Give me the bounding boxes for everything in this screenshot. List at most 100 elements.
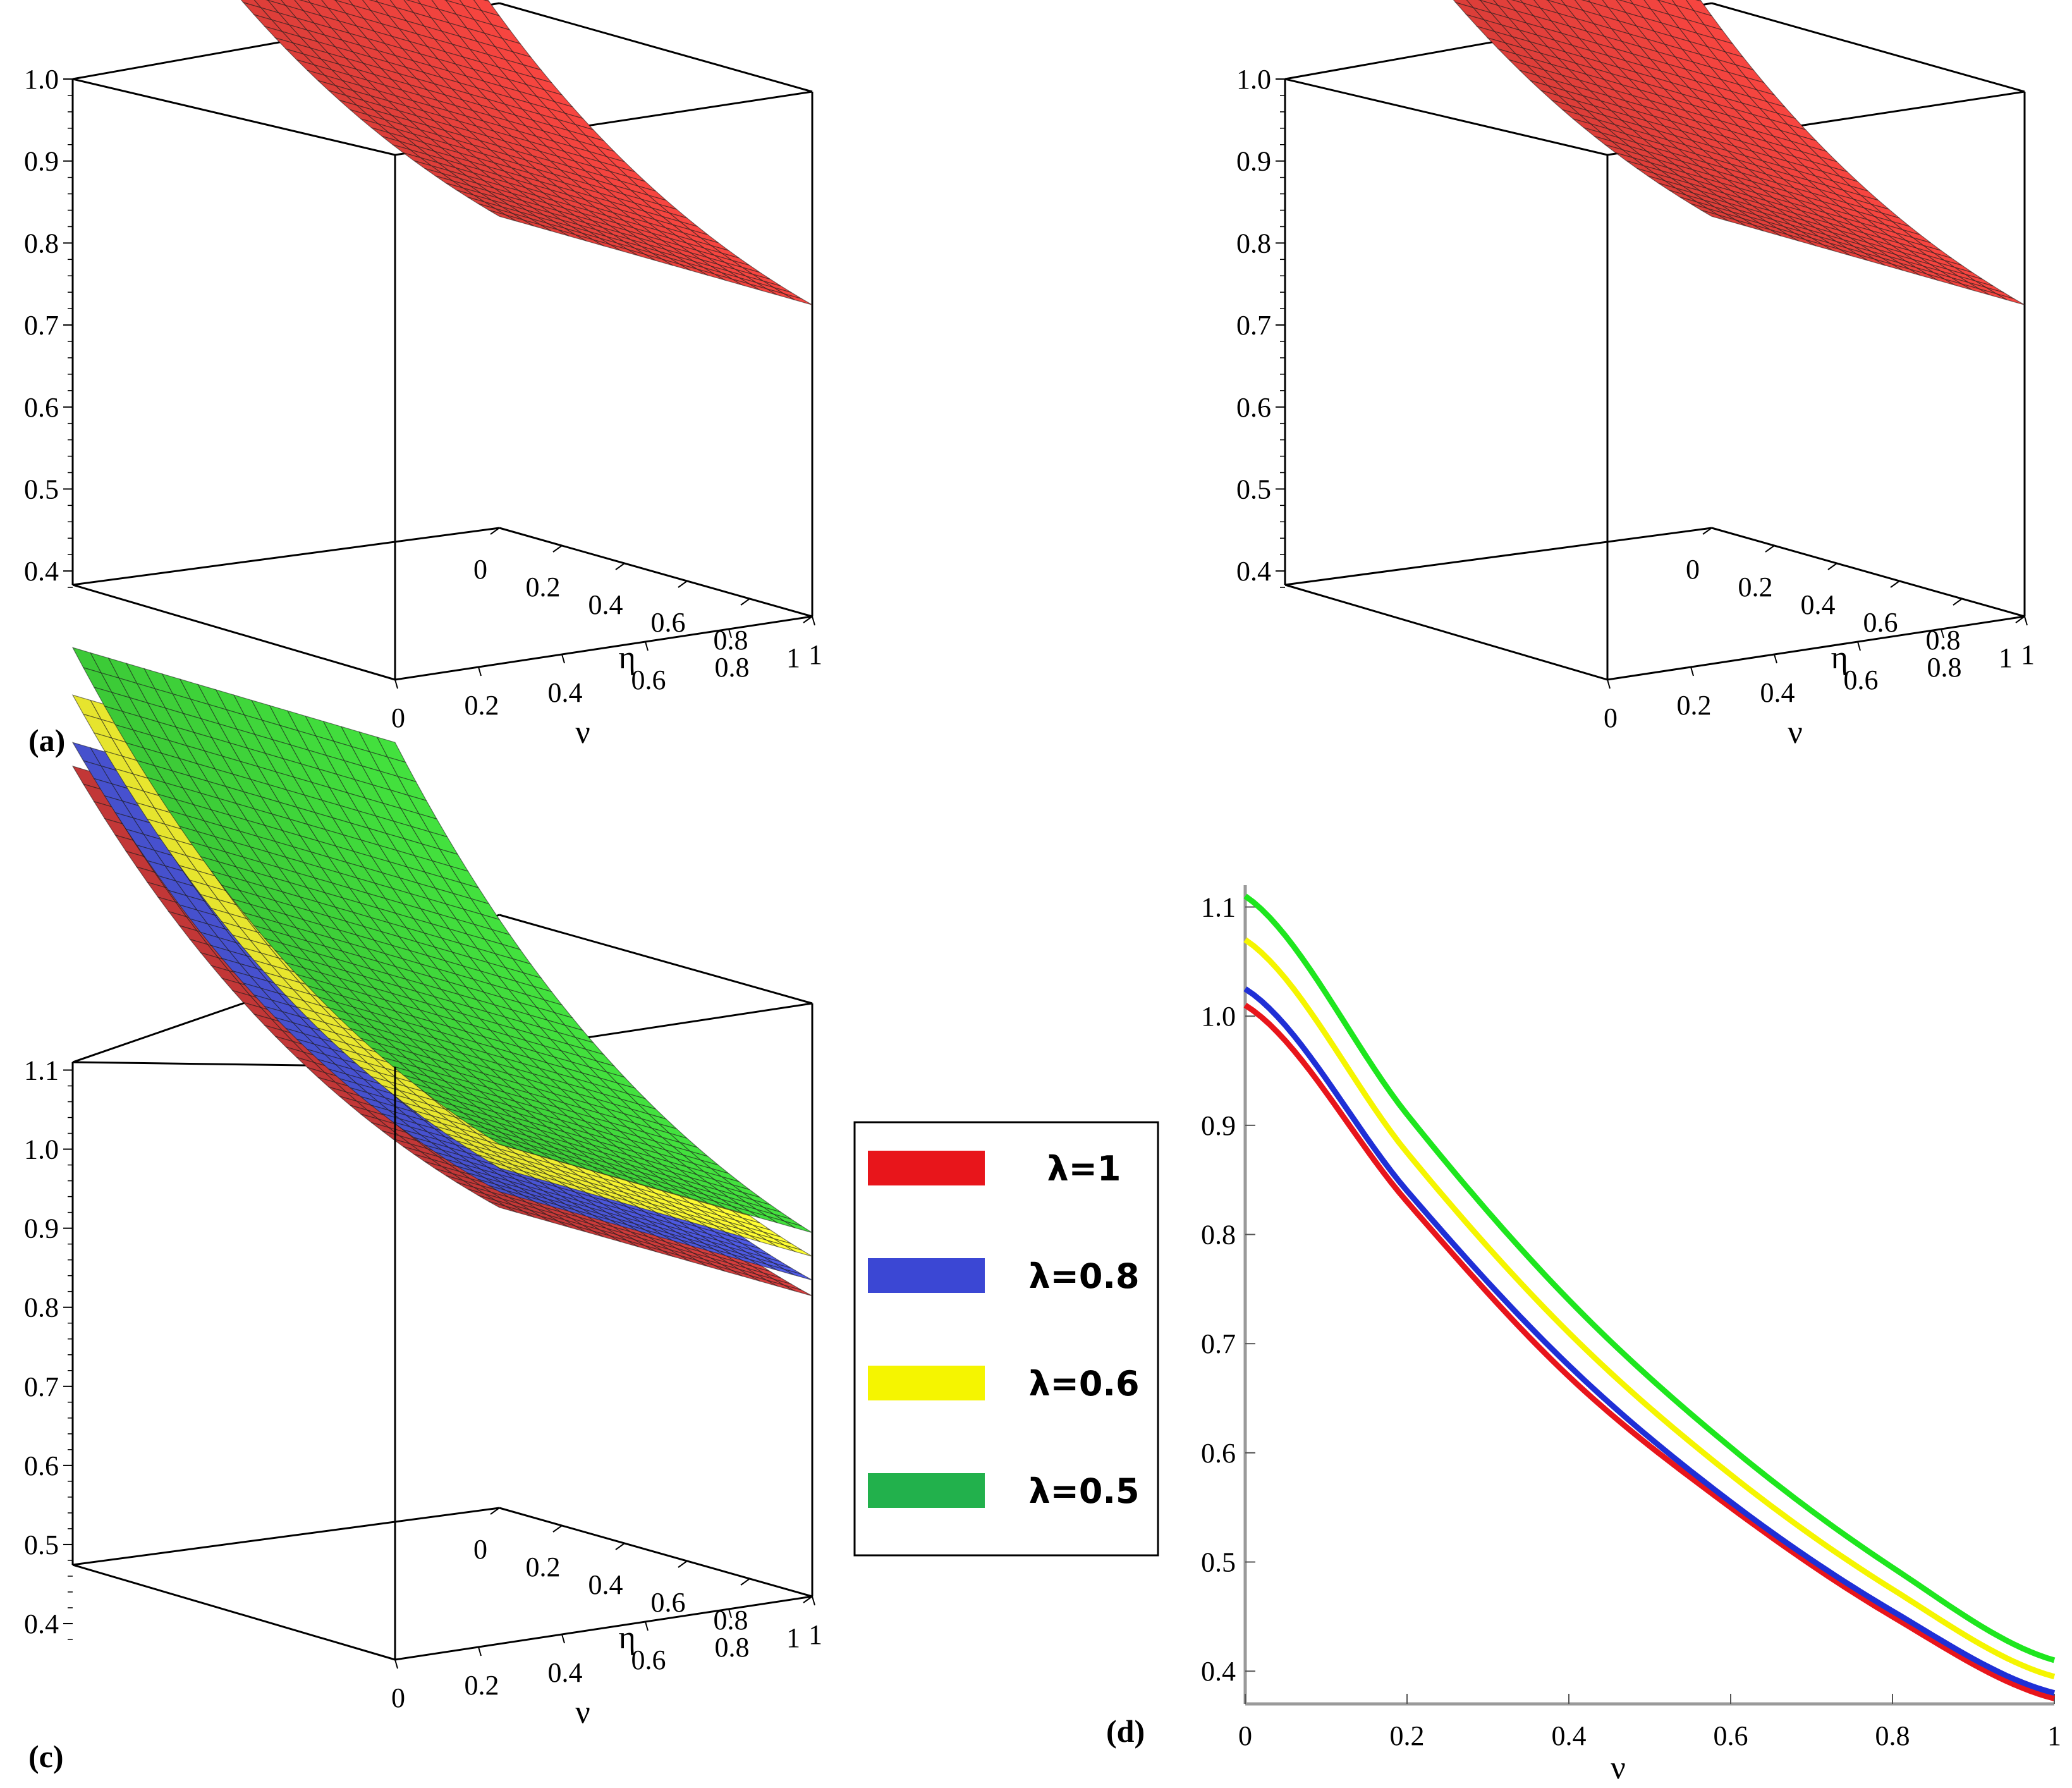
nu-tick-mark <box>728 628 732 639</box>
z-tick-label: 0.4 <box>1236 556 1271 587</box>
box-edge-floor-left <box>72 527 500 586</box>
panel-b-surface-plot: 0.4 0.5 0.6 0.7 0.8 0.9 1.0 0 0.2 0.4 0.6 0.8 1 1 0.8 0… <box>1236 0 2035 750</box>
eta-tick-mark <box>615 1543 625 1550</box>
box-edge-floor-front <box>72 584 396 681</box>
z-tick-label: 0.6 <box>24 392 59 423</box>
eta-tick-label: 0.6 <box>651 1587 686 1618</box>
z-tick-label: 0.5 <box>1236 474 1271 505</box>
surface-cell <box>784 1220 813 1234</box>
box-edge-top-right <box>499 2 813 93</box>
eta-tick-label: 0.4 <box>1801 589 1836 620</box>
z-tick-label: 0.8 <box>24 228 59 259</box>
nu-tick-label: 0.6 <box>631 664 666 695</box>
box-edge-top-right <box>1711 2 2025 93</box>
eta-tick-mark <box>1765 545 1775 553</box>
nu-tick-label: 0.6 <box>631 1644 666 1675</box>
eta-tick-mark <box>740 1578 750 1586</box>
box-edge-floor-front <box>1284 584 1608 681</box>
eta-tick-mark <box>678 580 688 588</box>
x-tick-label: 0.8 <box>1875 1720 1910 1751</box>
z-tick-label: 1.0 <box>24 64 59 95</box>
legend-swatch <box>868 1151 985 1185</box>
box-edge-floor-back <box>1711 527 2025 618</box>
eta-tick-mark <box>740 598 750 606</box>
nu-axis-label: ν <box>1788 714 1803 750</box>
x-tick-label: 0.6 <box>1714 1720 1748 1751</box>
legend-swatch <box>868 1366 985 1400</box>
eta-tick-label: 0 <box>1686 554 1700 585</box>
box-edge-floor-right <box>394 615 813 681</box>
nu-tick-label: 0.4 <box>548 677 583 708</box>
x-tick-label: 1 <box>2047 1720 2061 1751</box>
panel-a-surface-plot: 0.4 0.5 0.6 0.7 0.8 0.9 1.0 0 0.2 0.4 0.6 0.8 1 1 0.8 0… <box>24 0 822 758</box>
eta-tick-label: 0.6 <box>1863 607 1898 638</box>
nu-tick-mark <box>394 679 398 689</box>
eta-tick-label: 1 <box>786 1622 800 1653</box>
eta-tick-mark <box>1827 563 1837 570</box>
nu-tick-label: 1 <box>808 1619 822 1650</box>
nu-tick-label: 0.2 <box>465 690 499 721</box>
z-tick-label: 0.8 <box>24 1292 59 1323</box>
y-tick-label: 0.5 <box>1201 1547 1236 1578</box>
surface-1 <box>1453 0 2025 305</box>
panel-label: (a) <box>28 723 65 758</box>
z-tick-label: 1.1 <box>24 1055 59 1086</box>
z-tick-label: 0.7 <box>24 310 59 341</box>
nu-tick-label: 0.6 <box>1844 664 1879 695</box>
eta-tick-mark <box>1953 598 1963 606</box>
surface-cell <box>784 293 813 305</box>
box-edge-floor-back <box>499 1507 813 1598</box>
z-tick-label: 0.8 <box>1236 228 1271 259</box>
z-tick-label: 0.4 <box>24 1608 59 1639</box>
x-tick-label: 0.2 <box>1390 1720 1425 1751</box>
nu-tick-mark <box>478 1646 482 1656</box>
z-tick-label: 0.5 <box>24 1529 59 1560</box>
nu-tick-mark <box>561 1634 565 1644</box>
eta-tick-mark <box>615 563 625 570</box>
nu-tick-mark <box>812 616 815 626</box>
surface-cell <box>784 1285 813 1297</box>
z-tick-label: 0.9 <box>24 1213 59 1244</box>
eta-tick-mark <box>552 545 563 553</box>
nu-tick-mark <box>478 666 482 677</box>
legend-label: λ=1 <box>1047 1149 1121 1189</box>
y-tick-label: 0.8 <box>1201 1220 1236 1251</box>
nu-axis-label: ν <box>575 1694 590 1730</box>
nu-tick-label: 1 <box>808 639 822 670</box>
y-tick-label: 0.9 <box>1201 1110 1236 1141</box>
eta-tick-mark <box>803 616 813 623</box>
y-tick-label: 0.6 <box>1201 1438 1236 1469</box>
nu-tick-label: 0.8 <box>1927 652 1962 683</box>
box-edge-floor-right <box>394 1595 813 1661</box>
legend: λ=1 λ=0.8 λ=0.6 λ=0.5 <box>853 1121 1159 1557</box>
nu-tick-label: 0 <box>1604 702 1618 733</box>
eta-tick-mark <box>552 1525 563 1533</box>
panel-label: (c) <box>28 1739 64 1774</box>
box-edge-floor-right <box>1607 615 2025 681</box>
nu-tick-mark <box>394 1659 398 1669</box>
x-tick-label: 0.4 <box>1552 1720 1587 1751</box>
eta-tick-label: 0.4 <box>588 589 623 620</box>
series-line-4 <box>1243 893 2056 1663</box>
box-edge-floor-left <box>1284 527 1712 586</box>
eta-tick-mark <box>1702 527 1712 535</box>
eta-tick-label: 0.8 <box>1926 625 1961 656</box>
eta-axis-label: η <box>619 640 636 676</box>
z-tick-label: 1.0 <box>1236 64 1271 95</box>
eta-tick-label: 0 <box>473 1534 487 1565</box>
z-tick-label: 0.9 <box>1236 146 1271 177</box>
nu-tick-mark <box>1857 641 1861 651</box>
nu-tick-label: 0.8 <box>715 652 750 683</box>
z-tick-label: 0.9 <box>24 146 59 177</box>
panel-d-line-plot: 0.4 0.5 0.6 0.7 0.8 0.9 1.0 1.1 0 0.2 0.4 0.6 0.8 1 ν (… <box>1106 885 2061 1786</box>
box-edge-top-left <box>1284 78 1608 156</box>
nu-tick-mark <box>645 1621 649 1631</box>
eta-tick-label: 1 <box>1999 642 2013 673</box>
eta-tick-label: 0 <box>473 554 487 585</box>
z-tick-label: 0.5 <box>24 474 59 505</box>
surface-cell <box>1996 293 2025 305</box>
z-tick-label: 0.4 <box>24 556 59 587</box>
legend-label: λ=0.6 <box>1028 1364 1139 1404</box>
eta-tick-mark <box>678 1560 688 1568</box>
